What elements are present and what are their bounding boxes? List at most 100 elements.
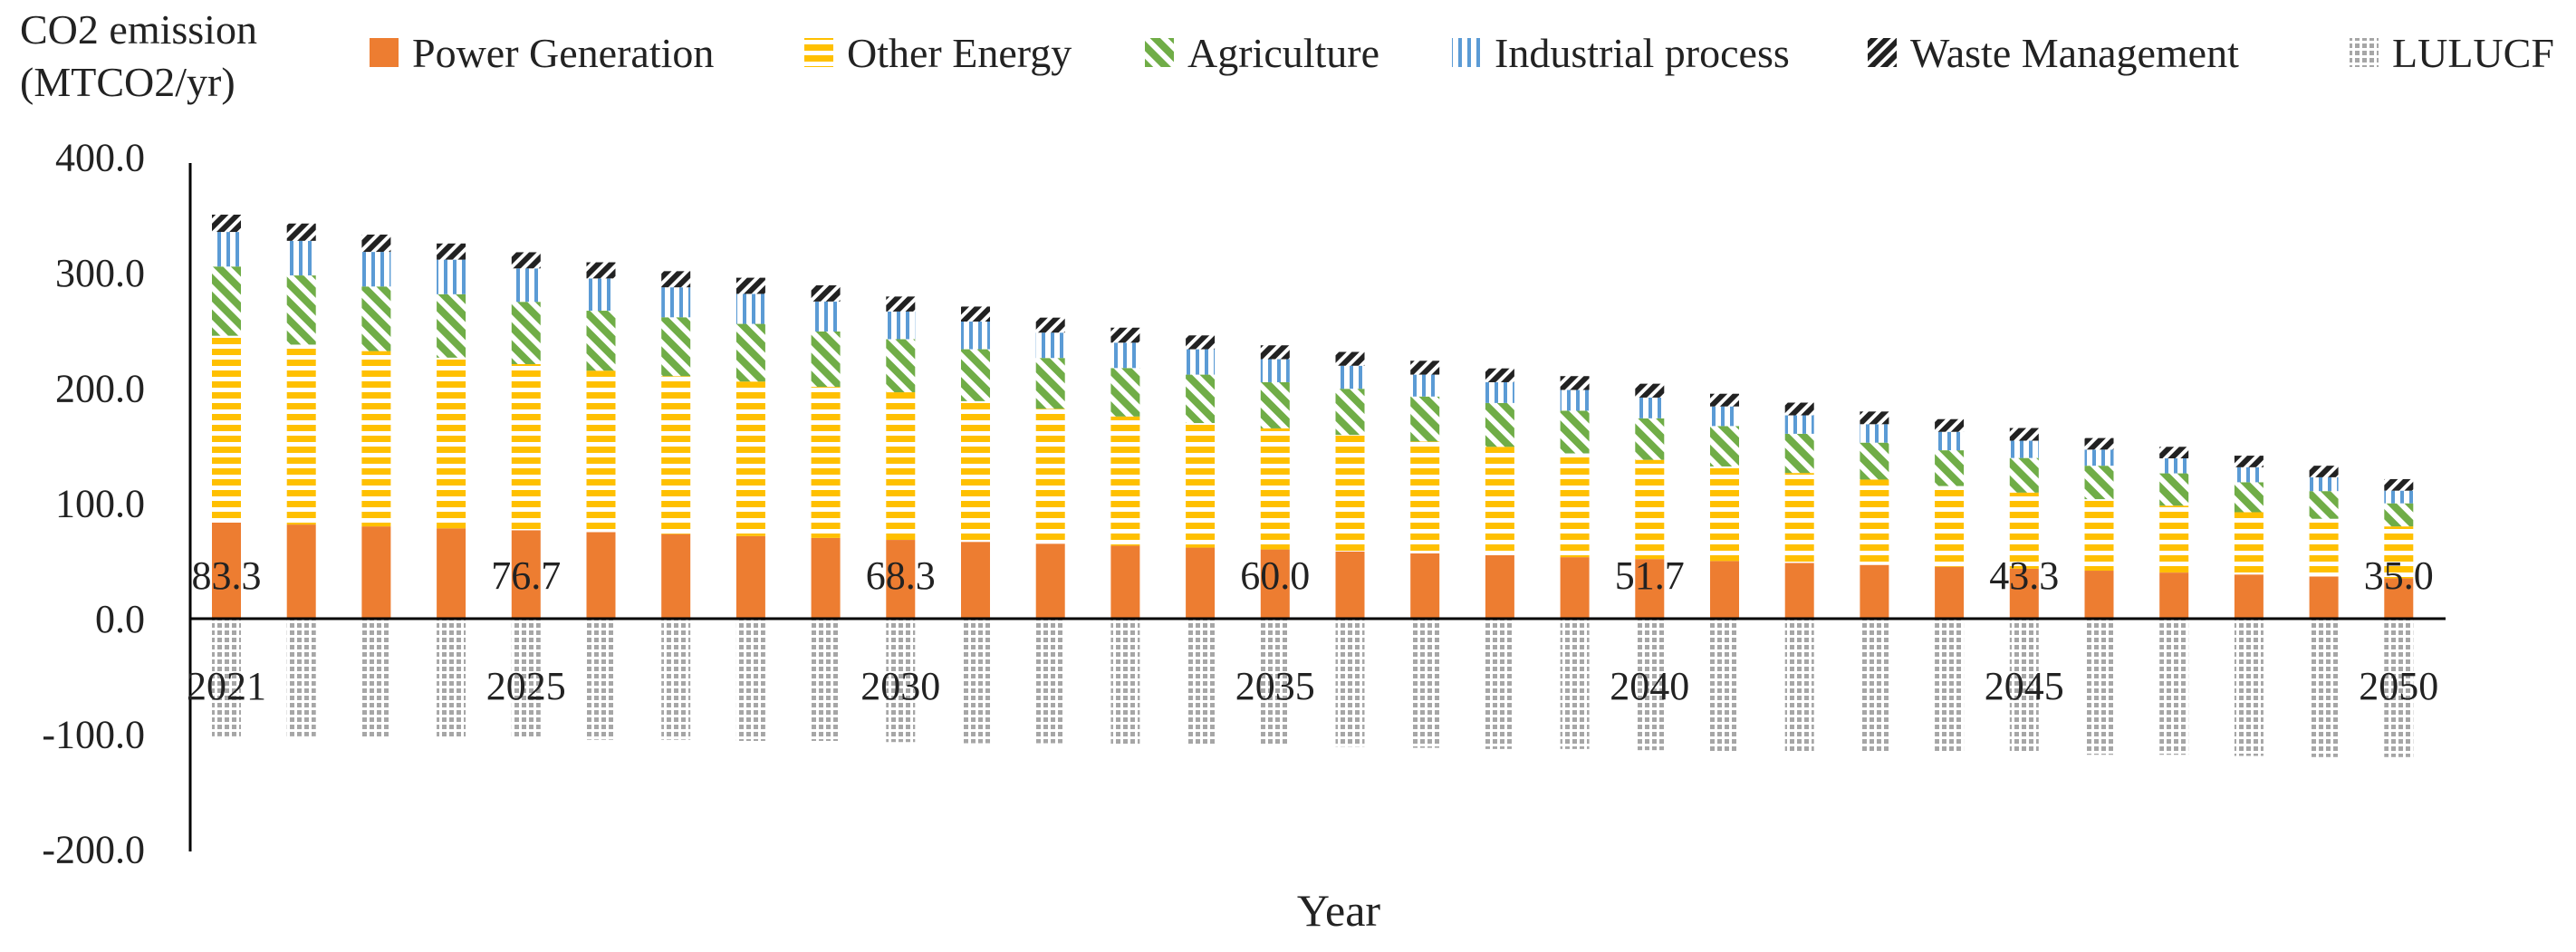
bar-energy-2021 xyxy=(212,335,241,523)
x-tick-label: 2025 xyxy=(486,664,566,708)
bar-agri-2032 xyxy=(1035,358,1065,409)
bar-agri-2042 xyxy=(1784,433,1814,474)
bar-indus-2025 xyxy=(511,268,541,303)
bar-energy-2049 xyxy=(2309,518,2339,577)
bar-lulucf-2021 xyxy=(212,619,241,736)
labels-layer: CO2 emission (MTCO2/yr) Year 2021 2025 2030 20… xyxy=(20,6,2438,936)
bar-power-2021 xyxy=(212,522,241,619)
bar-indus-2024 xyxy=(437,259,466,294)
bar-energy-2040 xyxy=(1635,459,1665,560)
data-label: 51.7 xyxy=(1615,553,1685,598)
bar-agri-2040 xyxy=(1635,418,1665,460)
bar-lulucf-2031 xyxy=(961,619,990,744)
bar-agri-2026 xyxy=(586,311,616,371)
bar-waste-2045 xyxy=(2009,428,2039,441)
bar-lulucf-2028 xyxy=(735,619,765,741)
bar-agri-2045 xyxy=(2009,457,2039,493)
bar-power-2038 xyxy=(1485,554,1514,619)
bar-lulucf-2023 xyxy=(361,619,391,738)
bar-indus-2028 xyxy=(735,293,765,324)
bar-energy-2027 xyxy=(661,376,691,534)
y-tick-label: -200.0 xyxy=(42,828,145,872)
bar-waste-2026 xyxy=(586,262,616,279)
bar-indus-2029 xyxy=(811,301,841,332)
bar-agri-2033 xyxy=(1110,368,1140,417)
bar-energy-2047 xyxy=(2159,505,2189,573)
bar-energy-2022 xyxy=(286,344,316,525)
bar-indus-2038 xyxy=(1485,381,1514,403)
bar-waste-2022 xyxy=(286,223,316,241)
bar-lulucf-2042 xyxy=(1784,619,1814,752)
bar-waste-2023 xyxy=(361,234,391,253)
bar-agri-2038 xyxy=(1485,402,1514,447)
bar-waste-2046 xyxy=(2084,438,2114,450)
bar-agri-2043 xyxy=(1860,442,1889,480)
legend-label-lulucf: LULUCF xyxy=(2392,30,2554,76)
bar-agri-2027 xyxy=(661,317,691,377)
bar-lulucf-2043 xyxy=(1860,619,1889,753)
bar-indus-2039 xyxy=(1560,389,1590,411)
bar-waste-2030 xyxy=(886,296,916,312)
bar-waste-2035 xyxy=(1260,345,1290,360)
bar-indus-2021 xyxy=(212,232,241,267)
bar-indus-2032 xyxy=(1035,332,1065,359)
bar-waste-2033 xyxy=(1110,327,1140,343)
y-axis-label: (MTCO2/yr) xyxy=(20,59,235,105)
bar-waste-2028 xyxy=(735,277,765,294)
legend-label-indus: Industrial process xyxy=(1495,30,1790,76)
bar-indus-2035 xyxy=(1260,359,1290,382)
y-axis-label: CO2 emission xyxy=(20,6,257,53)
bar-lulucf-2026 xyxy=(586,619,616,740)
bar-energy-2045 xyxy=(2009,492,2039,569)
bar-lulucf-2045 xyxy=(2009,619,2039,754)
bar-agri-2035 xyxy=(1260,381,1290,428)
bar-energy-2048 xyxy=(2234,512,2264,575)
bar-waste-2021 xyxy=(212,214,241,233)
bar-agri-2021 xyxy=(212,266,241,336)
legend-swatch-agri xyxy=(1145,38,1174,67)
data-label: 76.7 xyxy=(491,553,561,598)
bar-lulucf-2047 xyxy=(2159,619,2189,755)
bar-energy-2025 xyxy=(511,363,541,531)
bar-energy-2030 xyxy=(886,392,916,541)
bar-indus-2047 xyxy=(2159,458,2189,474)
x-tick-label: 2050 xyxy=(2359,664,2438,708)
x-tick-label: 2030 xyxy=(860,664,940,708)
bar-power-2041 xyxy=(1710,561,1739,619)
bar-power-2023 xyxy=(361,526,391,619)
bar-power-2043 xyxy=(1860,564,1889,619)
bar-agri-2023 xyxy=(361,286,391,351)
bar-waste-2042 xyxy=(1784,402,1814,416)
legend-swatch-waste xyxy=(1868,38,1897,67)
bar-waste-2025 xyxy=(511,252,541,269)
bar-agri-2044 xyxy=(1935,450,1965,486)
bar-power-2032 xyxy=(1035,543,1065,619)
bar-lulucf-2030 xyxy=(886,619,916,743)
bar-energy-2037 xyxy=(1410,441,1440,553)
bar-waste-2037 xyxy=(1410,361,1440,375)
bar-indus-2045 xyxy=(2009,440,2039,458)
bar-power-2036 xyxy=(1335,551,1365,619)
bar-waste-2041 xyxy=(1710,393,1739,407)
bar-power-2028 xyxy=(735,535,765,619)
bar-power-2035 xyxy=(1260,549,1290,619)
bar-agri-2022 xyxy=(286,275,316,345)
bar-indus-2041 xyxy=(1710,406,1739,427)
legend-swatch-indus xyxy=(1452,38,1481,67)
bar-power-2046 xyxy=(2084,571,2114,619)
bar-energy-2033 xyxy=(1110,416,1140,546)
bar-lulucf-2040 xyxy=(1635,619,1665,751)
bar-energy-2029 xyxy=(811,387,841,538)
bar-power-2029 xyxy=(811,537,841,619)
data-label: 83.3 xyxy=(192,553,262,598)
bar-waste-2038 xyxy=(1485,368,1514,382)
bar-indus-2022 xyxy=(286,240,316,276)
bar-energy-2034 xyxy=(1186,423,1216,548)
bar-lulucf-2035 xyxy=(1260,619,1290,746)
bar-energy-2026 xyxy=(586,370,616,533)
legend-label-power: Power Generation xyxy=(412,30,714,76)
legend-label-agri: Agriculture xyxy=(1187,30,1379,76)
bar-indus-2046 xyxy=(2084,449,2114,466)
bar-agri-2041 xyxy=(1710,426,1739,466)
bar-lulucf-2025 xyxy=(511,619,541,739)
